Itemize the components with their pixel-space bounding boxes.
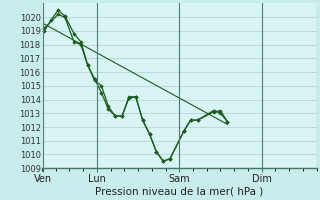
X-axis label: Pression niveau de la mer( hPa ): Pression niveau de la mer( hPa ) <box>95 187 263 197</box>
